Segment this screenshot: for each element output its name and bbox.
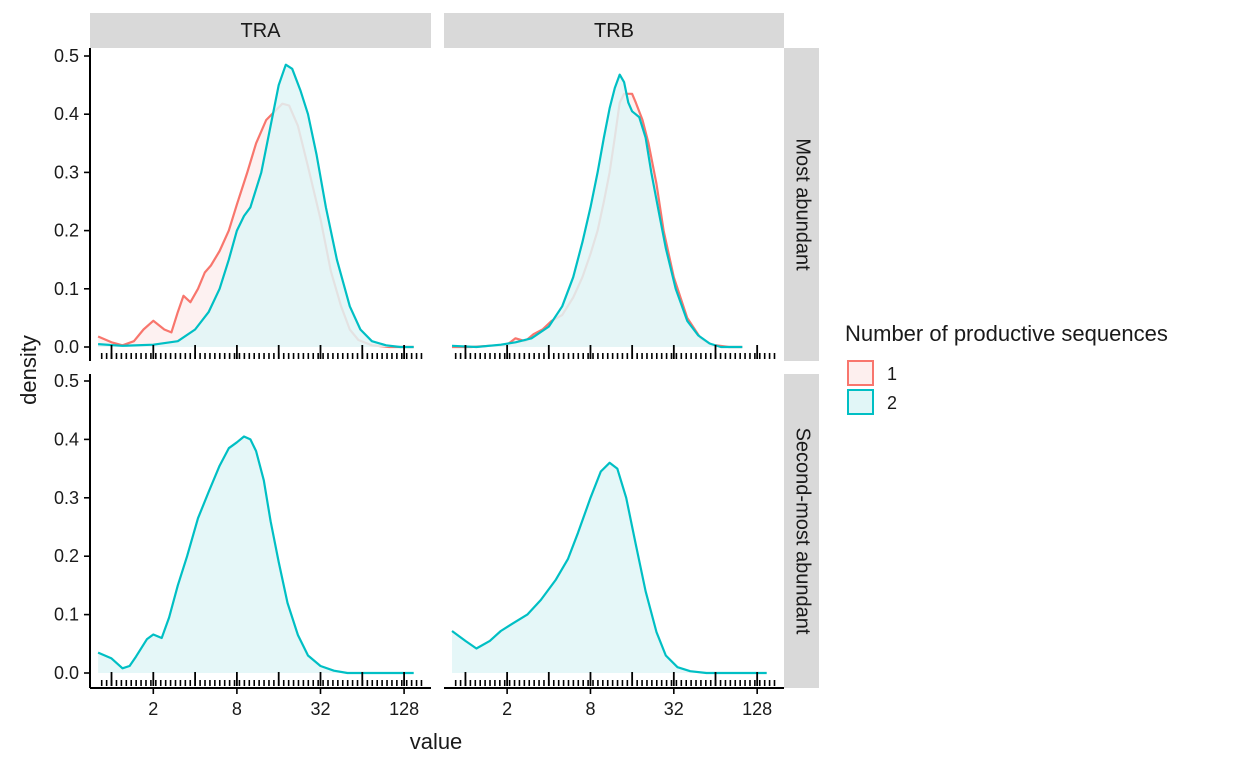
x-tick-label: 128 — [742, 699, 772, 719]
x-axis-title: value — [410, 729, 463, 754]
strip-row-label: Second-most abundant — [792, 428, 814, 635]
y-tick-label: 0.1 — [54, 605, 79, 625]
strip-row-1 — [784, 374, 819, 688]
x-tick-label: 32 — [664, 699, 684, 719]
y-tick-label: 0.1 — [54, 279, 79, 299]
strip-row-0 — [784, 48, 819, 361]
x-tick-label: 32 — [310, 699, 330, 719]
legend: Number of productive sequences 12 — [845, 321, 1168, 415]
x-tick-label: 8 — [585, 699, 595, 719]
legend-title: Number of productive sequences — [845, 321, 1168, 346]
density-line-series-2 — [97, 435, 414, 675]
legend-label-1: 1 — [887, 364, 897, 384]
panel-trb-1 — [451, 461, 776, 686]
x-tick-label: 2 — [502, 699, 512, 719]
density-area-series-2 — [98, 64, 414, 347]
y-tick-label: 0.4 — [54, 429, 79, 449]
y-tick-label: 0.5 — [54, 46, 79, 66]
axes: 0.0 0.1 0.2 0.3 0.4 0.5 0.0 0.1 0.2 0.3 0.4 0.5 2 8 32… — [54, 46, 784, 719]
legend-keys: 12 — [847, 360, 897, 415]
strip-col-tra — [90, 13, 431, 48]
facet-strips: TRA TRB Most abundant Second-most abundant — [90, 13, 819, 688]
x-tick-label: 128 — [389, 699, 419, 719]
y-tick-label: 0.2 — [54, 221, 79, 241]
y-tick-label: 0.4 — [54, 104, 79, 124]
strip-row-label: Most abundant — [792, 138, 814, 271]
density-line-series-2 — [451, 73, 743, 349]
facet-panels — [97, 63, 776, 686]
y-tick-label: 0.0 — [54, 663, 79, 683]
density-line-series-2 — [451, 461, 767, 675]
y-tick-label: 0.0 — [54, 337, 79, 357]
strip-col-trb — [444, 13, 784, 48]
legend-key-1 — [847, 360, 874, 386]
y-tick-label: 0.2 — [54, 546, 79, 566]
y-axis-title: density — [16, 335, 41, 405]
strip-col-label: TRB — [594, 20, 634, 42]
strip-col-label: TRA — [241, 20, 282, 42]
legend-key-2 — [847, 389, 874, 415]
y-tick-label: 0.5 — [54, 371, 79, 391]
panel-tra-1 — [97, 435, 423, 686]
panel-trb-0 — [451, 73, 776, 359]
x-tick-label: 8 — [232, 699, 242, 719]
density-area-series-2 — [452, 74, 743, 347]
y-tick-label: 0.3 — [54, 488, 79, 508]
x-tick-label: 2 — [148, 699, 158, 719]
legend-label-2: 2 — [887, 393, 897, 413]
y-tick-label: 0.3 — [54, 162, 79, 182]
density-line-series-2 — [98, 63, 414, 349]
density-area-series-2 — [98, 436, 414, 673]
density-area-series-2 — [452, 462, 767, 673]
panel-tra-0 — [97, 63, 423, 359]
